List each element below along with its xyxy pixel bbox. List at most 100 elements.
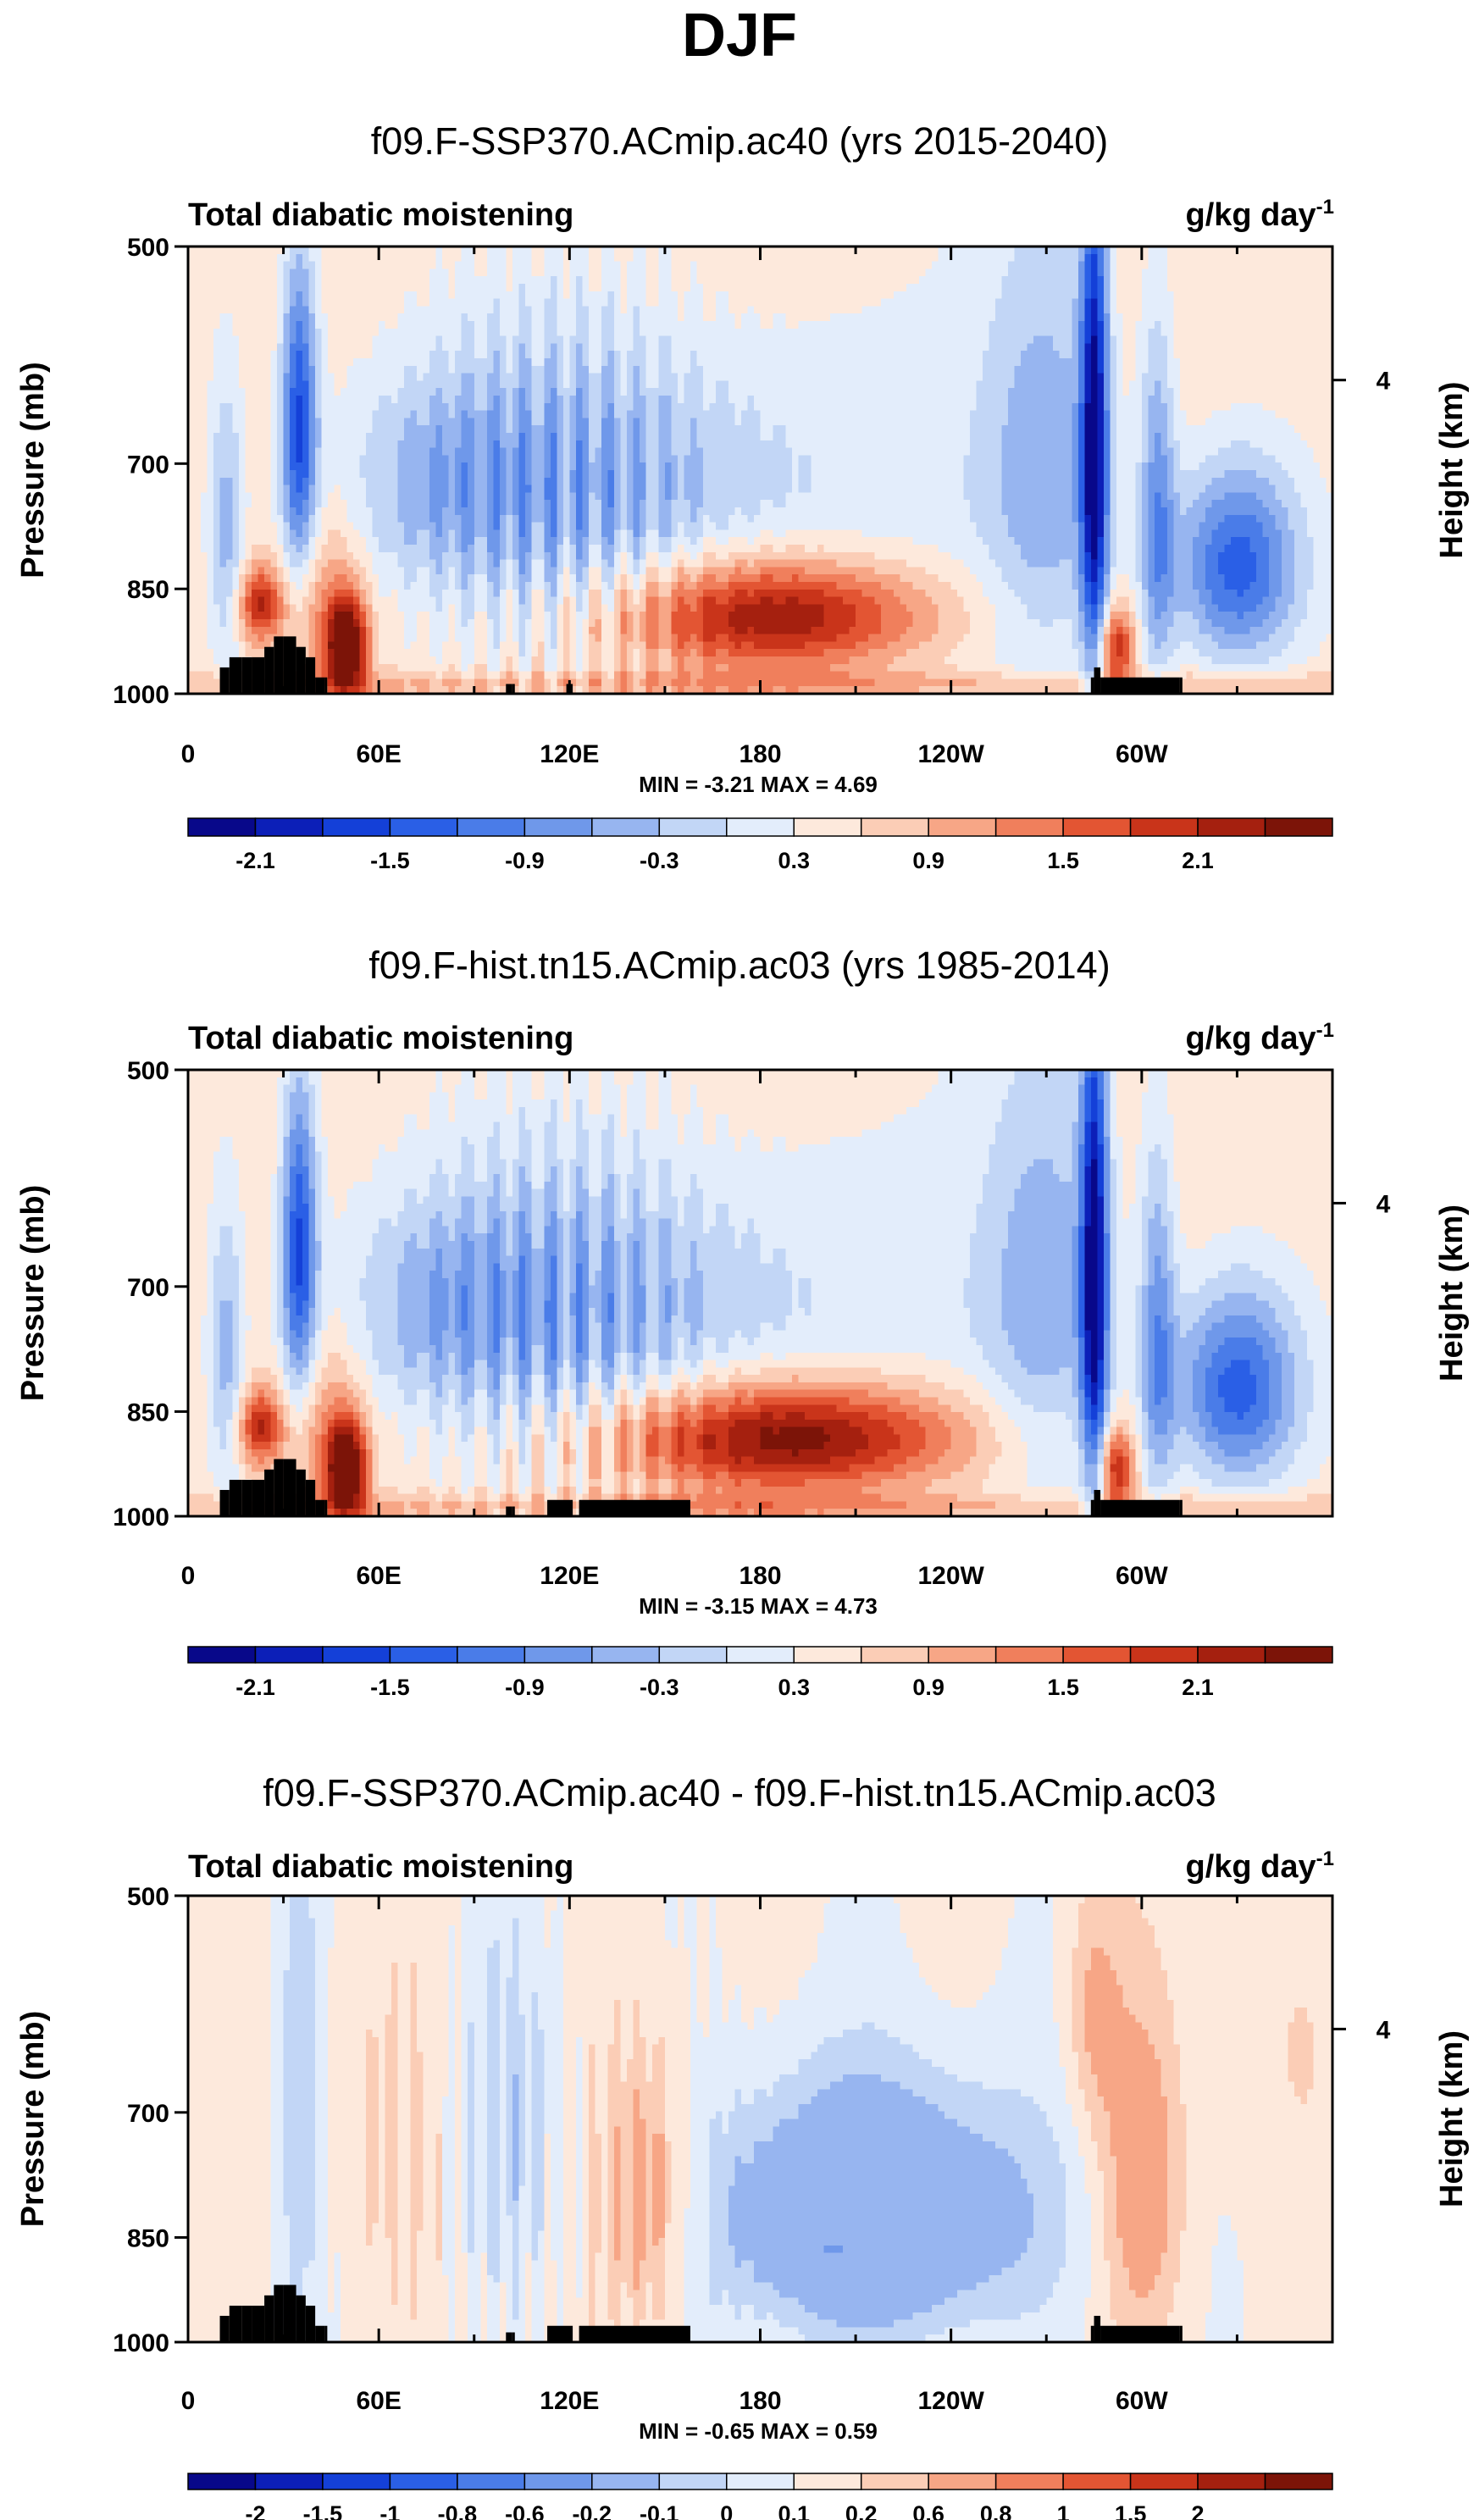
contour-cell	[1090, 358, 1098, 367]
contour-cell	[270, 291, 278, 300]
contour-cell	[1179, 246, 1187, 255]
contour-cell	[1039, 328, 1047, 337]
contour-cell	[900, 440, 907, 449]
contour-cell	[1097, 321, 1105, 330]
contour-cell	[944, 388, 952, 396]
contour-cell	[302, 298, 310, 307]
contour-cell	[677, 321, 685, 330]
contour-cell	[1211, 380, 1219, 389]
contour-cell	[1199, 253, 1206, 263]
contour-cell	[843, 276, 850, 285]
contour-cell	[404, 253, 412, 263]
contour-cell	[1052, 433, 1060, 441]
contour-cell	[1313, 269, 1321, 277]
contour-cell	[805, 396, 812, 404]
contour-cell	[442, 335, 450, 344]
contour-cell	[798, 440, 806, 449]
contour-cell	[1116, 321, 1123, 330]
contour-cell	[1275, 253, 1282, 263]
contour-cell	[1160, 343, 1168, 352]
contour-cell	[1110, 358, 1117, 367]
contour-cell	[346, 306, 354, 314]
contour-cell	[849, 380, 856, 389]
contour-cell	[1039, 402, 1047, 412]
contour-cell	[1014, 298, 1022, 307]
contour-cell	[226, 410, 234, 418]
contour-cell	[894, 328, 901, 337]
contour-cell	[531, 388, 539, 396]
contour-cell	[245, 246, 252, 255]
contour-cell	[1072, 284, 1079, 292]
contour-cell	[658, 284, 666, 292]
contour-cell	[1217, 388, 1226, 396]
contour-cell	[970, 425, 978, 434]
contour-cell	[690, 269, 698, 277]
contour-cell	[798, 284, 806, 292]
contour-cell	[760, 396, 767, 404]
contour-cell	[779, 306, 787, 314]
contour-cell	[1199, 410, 1206, 418]
contour-cell	[290, 388, 297, 396]
contour-cell	[963, 373, 971, 381]
contour-cell	[944, 261, 952, 269]
contour-cell	[1173, 373, 1181, 381]
contour-cell	[861, 351, 869, 359]
contour-cell	[480, 418, 488, 426]
contour-cell	[684, 291, 691, 300]
contour-cell	[995, 343, 1003, 352]
contour-cell	[1288, 276, 1295, 285]
contour-cell	[435, 284, 443, 292]
contour-cell	[874, 440, 882, 449]
contour-cell	[753, 351, 762, 359]
contour-cell	[658, 365, 666, 374]
contour-cell	[1103, 425, 1111, 434]
contour-cell	[690, 343, 698, 352]
contour-cell	[562, 269, 570, 277]
contour-cell	[397, 276, 405, 285]
contour-cell	[811, 410, 818, 418]
contour-cell	[995, 261, 1003, 269]
contour-cell	[575, 418, 583, 426]
contour-cell	[1148, 396, 1155, 404]
contour-cell	[346, 335, 354, 344]
contour-cell	[601, 388, 608, 396]
contour-cell	[1249, 313, 1257, 322]
contour-cell	[417, 373, 424, 381]
contour-cell	[1262, 276, 1270, 285]
contour-cell	[932, 269, 939, 277]
contour-cell	[1249, 418, 1257, 426]
contour-cell	[1300, 365, 1308, 374]
contour-cell	[550, 321, 557, 330]
contour-cell	[531, 447, 539, 456]
contour-cell	[588, 328, 595, 337]
contour-cell	[1281, 358, 1289, 367]
contour-cell	[270, 261, 278, 269]
contour-cell	[595, 351, 602, 359]
contour-cell	[296, 365, 303, 374]
contour-cell	[601, 380, 608, 389]
contour-cell	[626, 269, 634, 277]
contour-cell	[912, 253, 920, 263]
contour-cell	[448, 284, 456, 292]
contour-cell	[620, 298, 628, 307]
contour-cell	[1306, 410, 1315, 418]
contour-cell	[537, 425, 545, 434]
contour-cell	[474, 298, 481, 307]
contour-cell	[258, 365, 265, 374]
contour-cell	[664, 306, 673, 314]
contour-cell	[957, 328, 965, 337]
contour-cell	[391, 343, 399, 352]
contour-cell	[1319, 313, 1327, 322]
contour-cell	[1249, 343, 1257, 352]
contour-cell	[461, 343, 468, 352]
contour-cell	[1237, 328, 1244, 337]
contour-cell	[315, 253, 323, 263]
contour-cell	[976, 380, 983, 389]
contour-cell	[995, 402, 1003, 412]
contour-cell	[1306, 396, 1315, 404]
contour-cell	[1154, 440, 1161, 449]
contour-cell	[569, 425, 577, 434]
contour-cell	[715, 276, 723, 285]
contour-cell	[696, 284, 704, 292]
contour-cell	[983, 328, 990, 337]
